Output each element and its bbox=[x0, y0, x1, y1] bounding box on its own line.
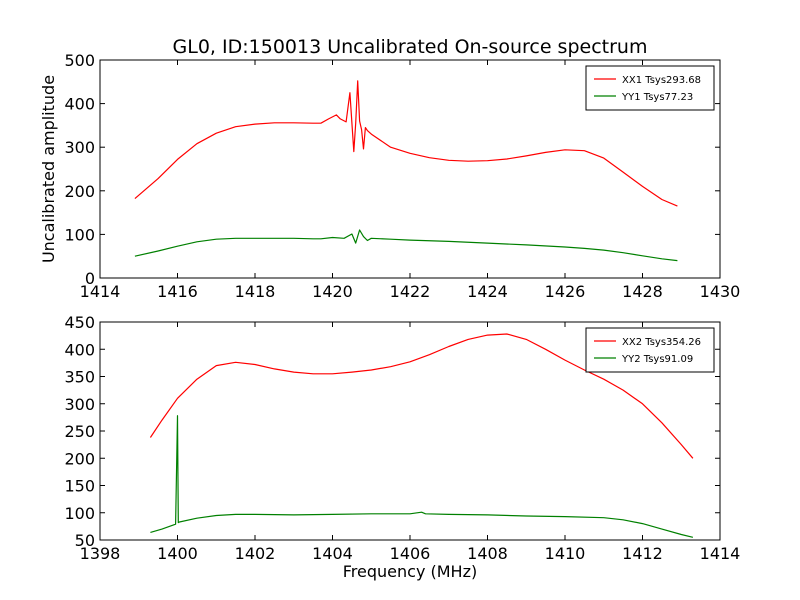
y-tick-label: 400 bbox=[64, 340, 95, 359]
y-tick-label: 400 bbox=[64, 95, 95, 114]
legend-label: YY2 Tsys91.09 bbox=[621, 354, 693, 365]
legend-box bbox=[585, 65, 715, 111]
legend-label: YY1 Tsys77.23 bbox=[621, 92, 693, 103]
y-tick-label: 250 bbox=[64, 422, 95, 441]
x-tick-label: 1420 bbox=[312, 282, 353, 301]
legend-box bbox=[585, 327, 715, 373]
subplot-1: 1414 1416 1418 1420 1422 1424 1426 1428 1430 0 100… bbox=[39, 51, 740, 301]
legend-2: XX2 Tsys354.26 YY2 Tsys91.09 bbox=[585, 327, 715, 373]
x-tick-label: 1398 bbox=[80, 544, 121, 563]
legend-label: XX2 Tsys354.26 bbox=[622, 337, 701, 348]
y-tick-label: 50 bbox=[75, 531, 95, 550]
x-tick-label: 1410 bbox=[545, 544, 586, 563]
subplot-2: 1398 1400 1402 1404 1406 1408 1410 1412 1414 50 10… bbox=[64, 313, 740, 581]
x-tick-label: 1428 bbox=[622, 282, 663, 301]
series-line-1-1 bbox=[134, 80, 678, 207]
x-tick-label: 1414 bbox=[80, 282, 121, 301]
y-tick-label: 0 bbox=[85, 269, 95, 288]
legend-label: XX1 Tsys293.68 bbox=[622, 75, 701, 86]
x-tick-label: 1416 bbox=[157, 282, 198, 301]
x-tick-label: 1426 bbox=[545, 282, 586, 301]
plots-layer: 1414 1416 1418 1420 1422 1424 1426 1428 1430 0 100… bbox=[39, 51, 740, 581]
y-axis-label: Uncalibrated amplitude bbox=[39, 75, 58, 263]
x-tick-label: 1412 bbox=[622, 544, 663, 563]
y-tick-label: 200 bbox=[64, 182, 95, 201]
x-tick-label: 1418 bbox=[235, 282, 276, 301]
x-tick-label: 1406 bbox=[390, 544, 431, 563]
y-tick-label: 200 bbox=[64, 449, 95, 468]
y-tick-label: 150 bbox=[64, 477, 95, 496]
series-line-2-2 bbox=[150, 415, 694, 538]
y-tick-label: 300 bbox=[64, 395, 95, 414]
series-line-1-2 bbox=[134, 229, 678, 262]
x-tick-label: 1402 bbox=[235, 544, 276, 563]
x-tick-label: 1400 bbox=[157, 544, 198, 563]
y-tick-label: 500 bbox=[64, 51, 95, 70]
x-tick-label: 1424 bbox=[467, 282, 508, 301]
x-axis-label: Frequency (MHz) bbox=[343, 562, 477, 581]
y-tick-label: 100 bbox=[64, 225, 95, 244]
x-tick-label: 1430 bbox=[700, 282, 741, 301]
legend-1: XX1 Tsys293.68 YY1 Tsys77.23 bbox=[585, 65, 715, 111]
x-tick-label: 1404 bbox=[312, 544, 353, 563]
y-tick-label: 100 bbox=[64, 504, 95, 523]
x-tick-label: 1422 bbox=[390, 282, 431, 301]
x-tick-label: 1414 bbox=[700, 544, 741, 563]
series-line-2-1 bbox=[149, 333, 694, 459]
y-tick-label: 300 bbox=[64, 138, 95, 157]
y-tick-label: 350 bbox=[64, 368, 95, 387]
chart-title: GL0, ID:150013 Uncalibrated On-source sp… bbox=[173, 36, 648, 58]
y-tick-label: 450 bbox=[64, 313, 95, 332]
x-tick-label: 1408 bbox=[467, 544, 508, 563]
